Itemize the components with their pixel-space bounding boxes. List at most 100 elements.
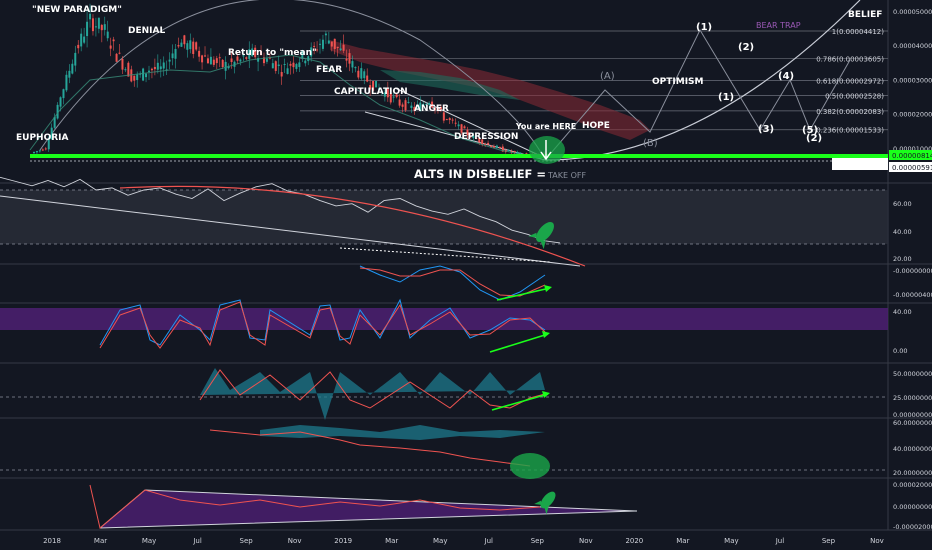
- indicator-tick: -0.00000400: [893, 291, 932, 299]
- candle-body: [507, 149, 510, 151]
- time-tick-15: Jul: [775, 537, 785, 545]
- fib-label-1: 0.786(0.00003605): [816, 56, 884, 64]
- candle-body: [227, 66, 230, 69]
- candle-body: [221, 59, 224, 68]
- fib-label-4: 0.382(0.00002083): [816, 108, 884, 116]
- rsi-red-arc: [119, 185, 586, 267]
- indicator-tick: 25.00000000: [893, 394, 932, 402]
- candle-body: [490, 145, 493, 148]
- candle-body: [145, 73, 148, 78]
- fib-label-2: 0.618(0.00002972): [816, 77, 884, 85]
- macd-arrow-head-icon: [544, 285, 552, 292]
- you-are-here-highlight: [529, 136, 565, 164]
- moving-average-line: [29, 54, 541, 159]
- candle-body: [83, 36, 86, 43]
- candle-body: [89, 13, 92, 20]
- candle-body: [380, 91, 383, 93]
- candle-body: [230, 58, 233, 62]
- indicator-tick: 0.00002000: [893, 481, 932, 489]
- power-red-line: [209, 429, 531, 467]
- indicator-tick: 0.00: [893, 347, 907, 355]
- fib-labels: 1(0.00004412) 0.786(0.00003605) 0.618(0.00…: [816, 28, 884, 135]
- candle-body: [310, 47, 313, 57]
- time-tick-3: Jul: [192, 537, 202, 545]
- candle-body: [492, 146, 495, 148]
- secondary-price-label: 0.00000591: [892, 164, 932, 172]
- candle-body: [209, 56, 212, 65]
- candle-body: [106, 31, 109, 39]
- label-capitulation: CAPITULATION: [334, 87, 408, 97]
- rocket-icon-bottom: [534, 491, 556, 515]
- price-tick-0: 0.00005000: [893, 8, 932, 16]
- rocket-icon: [528, 222, 554, 250]
- take-off-label: TAKE OFF: [547, 171, 586, 180]
- candle-body: [295, 64, 298, 69]
- candle-body: [383, 92, 386, 97]
- candle-body: [386, 88, 389, 98]
- time-tick-17: Nov: [870, 537, 884, 545]
- candle-body: [68, 70, 71, 78]
- candle-body: [401, 104, 404, 107]
- candle-body: [156, 62, 159, 70]
- candle-body: [472, 135, 475, 139]
- candle-body: [195, 42, 198, 50]
- candle-body: [445, 119, 448, 121]
- wave-2-low: (2): [806, 133, 822, 144]
- candle-body: [319, 43, 322, 45]
- candle-body: [330, 41, 333, 47]
- candle-body: [280, 72, 283, 77]
- label-euphoria: EUPHORIA: [16, 133, 69, 143]
- candle-body: [304, 60, 307, 64]
- candle-body: [316, 49, 319, 51]
- indicator-tick: 20.00000000: [893, 469, 932, 477]
- candle-body: [262, 57, 265, 64]
- fib-label-5: 0.236(0.00001533): [816, 127, 884, 135]
- time-tick-11: Nov: [579, 537, 593, 545]
- price-tick-4: 0.00001000: [893, 145, 932, 153]
- stoch-k-line: [99, 298, 546, 346]
- indicator-tick: 40.00: [893, 228, 912, 236]
- candle-body: [142, 68, 145, 81]
- candle-body: [442, 112, 445, 121]
- candle-body: [112, 39, 115, 42]
- candle-body: [454, 122, 457, 124]
- power-histogram: [260, 425, 545, 440]
- candle-body: [336, 46, 339, 49]
- rsi-band: [0, 190, 888, 244]
- candle-body: [65, 74, 68, 91]
- candle-body: [94, 26, 97, 28]
- candle-body: [360, 68, 363, 79]
- candle-body: [327, 40, 330, 44]
- candle-body: [422, 103, 425, 106]
- candle-body: [519, 152, 522, 154]
- candle-body: [212, 59, 215, 65]
- candle-body: [363, 71, 366, 79]
- candle-body: [136, 74, 139, 81]
- candle-body: [204, 55, 207, 57]
- candle-body: [35, 151, 38, 153]
- candle-body: [484, 143, 487, 145]
- candle-body: [495, 145, 498, 148]
- candle-body: [324, 33, 327, 36]
- candle-body: [150, 68, 153, 71]
- candle-body: [298, 62, 301, 68]
- projection-path: [544, 28, 851, 161]
- candle-body: [377, 88, 380, 91]
- bottom-red-line: [89, 484, 541, 529]
- fib-label-0: 1(0.00004412): [832, 28, 884, 36]
- candle-body: [513, 151, 516, 153]
- candle-body: [242, 55, 245, 57]
- candle-body: [91, 18, 94, 32]
- indicator-tick: 0.00000000: [893, 411, 932, 419]
- candle-body: [398, 99, 401, 106]
- candle-body: [469, 136, 472, 138]
- candle-body: [218, 57, 221, 59]
- candle-body: [44, 148, 47, 150]
- candle-body: [375, 81, 378, 88]
- candle-body: [174, 48, 177, 59]
- banner-alts-in-disbelief: ALTS IN DISBELIEF =: [414, 167, 546, 181]
- candle-body: [419, 102, 422, 111]
- candle-body: [257, 58, 260, 62]
- candle-body: [342, 44, 345, 51]
